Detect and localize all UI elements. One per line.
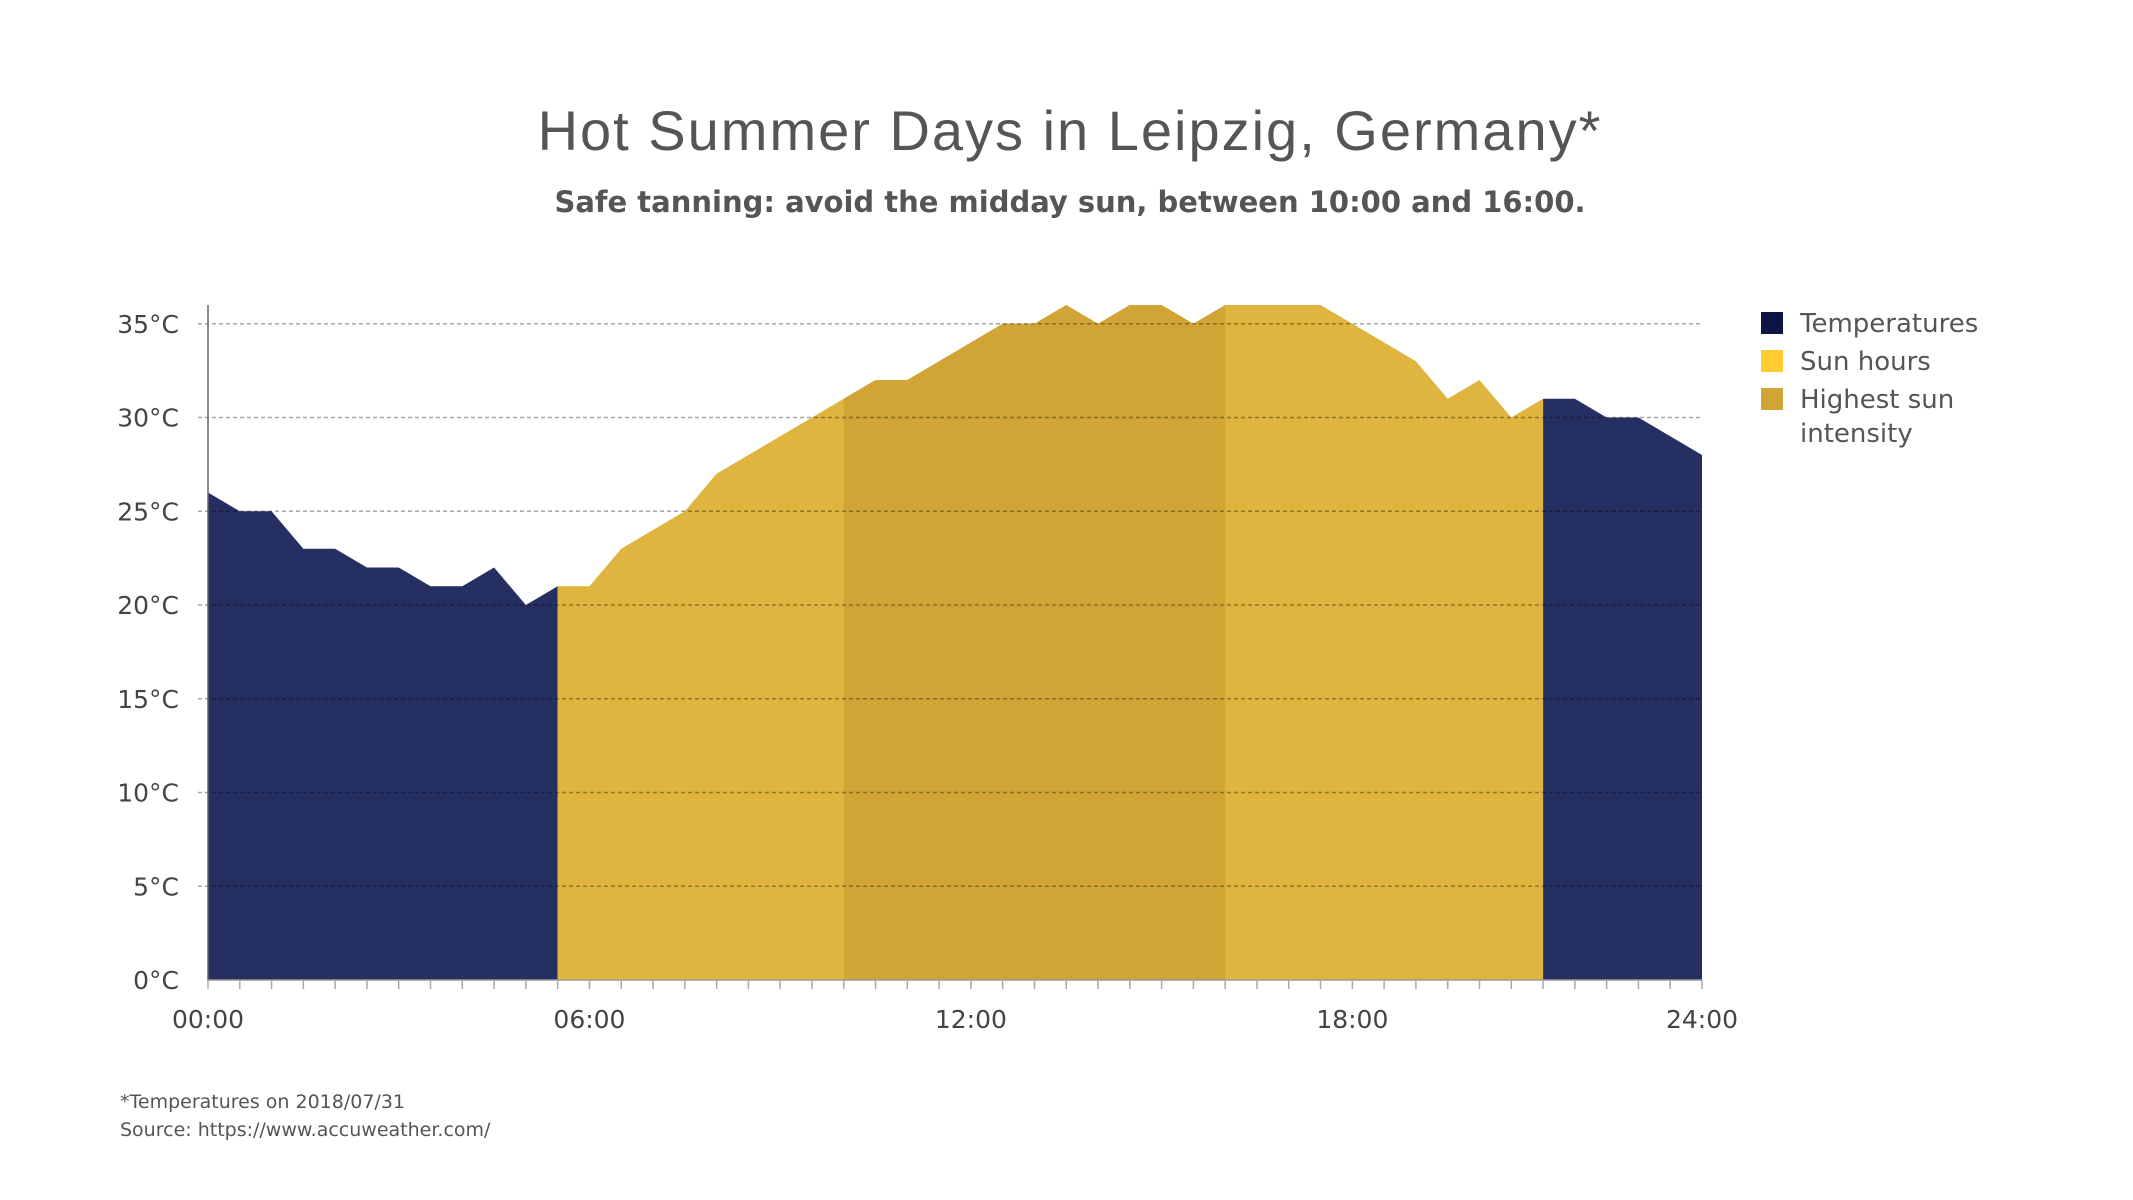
legend-label: Temperatures (1799, 309, 1978, 339)
y-tick-label: 5°C (133, 872, 179, 901)
chart-subtitle: Safe tanning: avoid the midday sun, betw… (554, 185, 1585, 219)
y-tick-label: 20°C (117, 591, 179, 620)
legend-swatch (1761, 350, 1783, 372)
x-tick-label: 00:00 (172, 1005, 244, 1034)
area-temperatures (208, 492, 558, 980)
legend-label: Highest sun (1800, 385, 1954, 415)
x-tick-label: 18:00 (1316, 1005, 1388, 1034)
x-tick-label: 24:00 (1666, 1005, 1738, 1034)
y-tick-label: 15°C (117, 685, 179, 714)
y-tick-label: 0°C (133, 966, 179, 995)
legend-label: intensity (1800, 419, 1913, 449)
footer-note: *Temperatures on 2018/07/31 (120, 1091, 405, 1113)
footer-source: Source: https://www.accuweather.com/ (120, 1119, 491, 1141)
area-highest-sun-intensity (843, 305, 1226, 980)
plot-areas (208, 305, 1702, 980)
legend-swatch (1761, 388, 1783, 410)
x-tick-label: 06:00 (553, 1005, 625, 1034)
y-tick-label: 35°C (117, 310, 179, 339)
legend: Temperatures Sun hours Highest sun intensit… (1761, 309, 1978, 449)
legend-swatch (1761, 312, 1783, 334)
legend-label: Sun hours (1800, 347, 1931, 377)
area-temperatures (1543, 398, 1702, 980)
gridlines (198, 323, 1702, 887)
x-tick-label: 12:00 (935, 1005, 1007, 1034)
axes: 0°C 5°C 10°C 15°C 20°C 25°C 30°C 35°C 00:00 06:00… (117, 305, 1738, 1034)
y-tick-label: 10°C (117, 779, 179, 808)
y-tick-label: 30°C (117, 404, 179, 433)
y-tick-label: 25°C (117, 497, 179, 526)
chart-title: Hot Summer Days in Leipzig, Germany* (538, 99, 1603, 162)
